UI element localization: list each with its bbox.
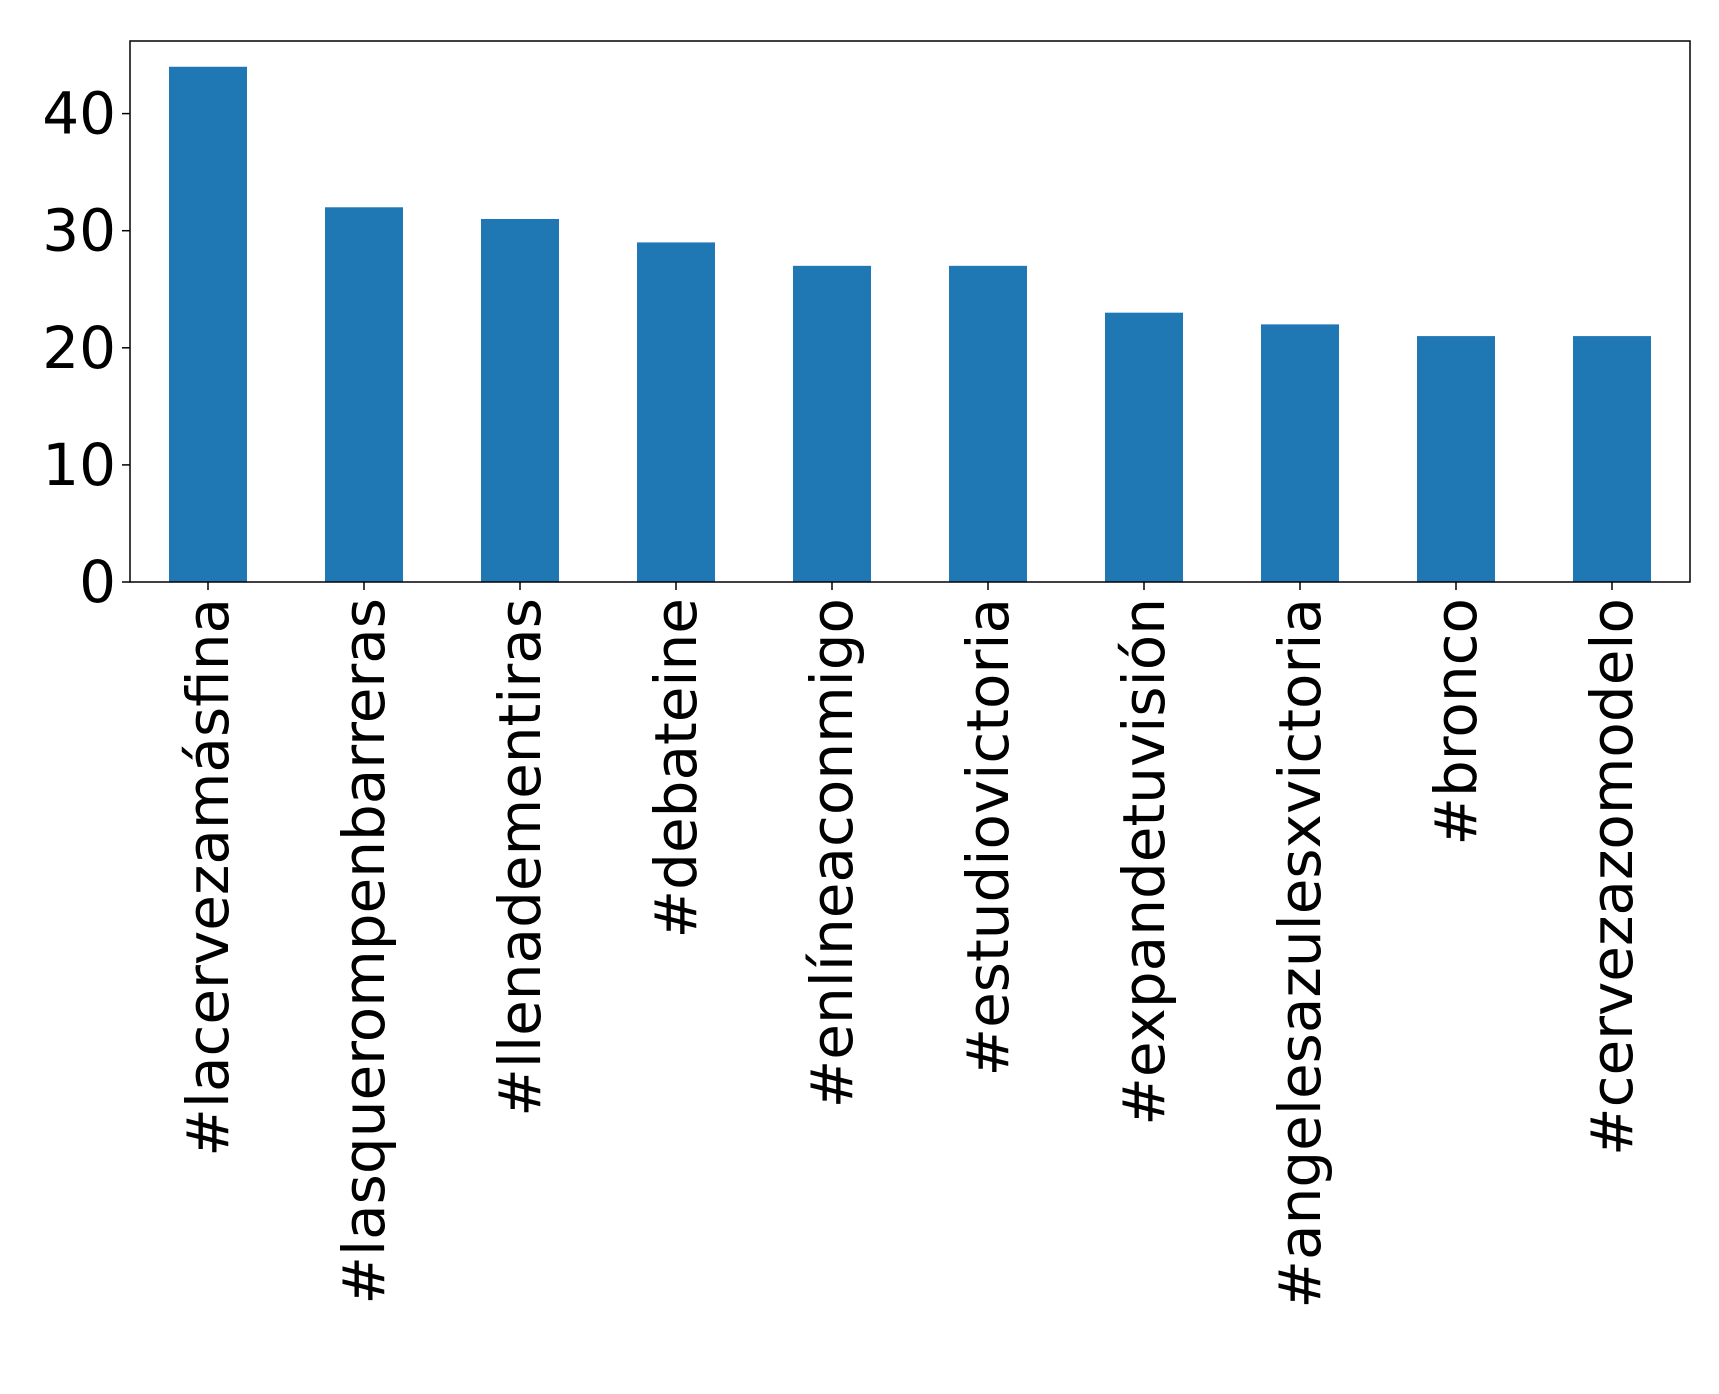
x-tick-label-0: #lacervezamásfina — [174, 598, 242, 1157]
x-tick-label-6: #expandetuvisión — [1110, 598, 1178, 1126]
x-tick-label-4: #enlíneaconmigo — [798, 598, 866, 1108]
y-tick-label-0: 0 — [79, 548, 116, 616]
bar-3 — [637, 242, 715, 582]
bar-4 — [793, 265, 871, 582]
bar-1 — [325, 207, 403, 583]
x-tick-label-7: #angelesazulesxvictoria — [1266, 598, 1334, 1309]
x-tick-label-2: #llenadementiras — [486, 598, 554, 1117]
y-tick-label-3: 30 — [42, 197, 116, 265]
bar-8 — [1417, 336, 1495, 582]
y-tick-label-2: 20 — [42, 314, 116, 382]
bars-group — [169, 66, 1651, 583]
bar-0 — [169, 66, 247, 582]
y-tick-label-1: 10 — [42, 431, 116, 499]
bar-5 — [949, 265, 1027, 582]
y-tick-label-4: 40 — [42, 80, 116, 148]
bar-7 — [1261, 324, 1339, 582]
bar-9 — [1573, 336, 1651, 582]
x-tick-label-5: #estudiovictoria — [954, 598, 1022, 1076]
x-tick-label-8: #bronco — [1422, 598, 1490, 846]
y-axis: 0 10 20 30 40 — [42, 80, 130, 616]
x-tick-label-9: #cervezazomodelo — [1578, 598, 1646, 1156]
x-axis: #lacervezamásfina #lasquerompenbarreras #l… — [174, 582, 1646, 1309]
plot-frame — [129, 40, 1691, 583]
x-tick-label-1: #lasquerompenbarreras — [330, 598, 398, 1305]
bar-2 — [481, 218, 559, 583]
bar-6 — [1105, 312, 1183, 582]
x-tick-label-3: #debateine — [642, 598, 710, 938]
